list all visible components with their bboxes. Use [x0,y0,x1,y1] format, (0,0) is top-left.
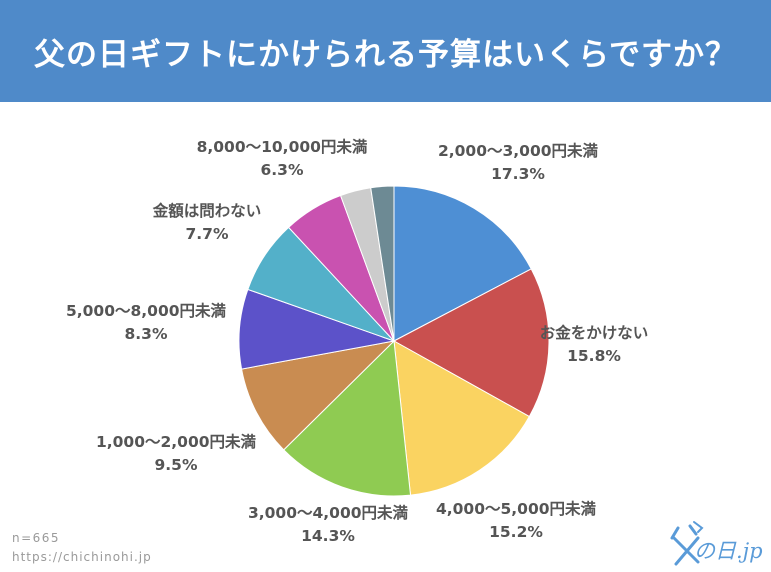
slice-percent-label: 14.3% [301,527,355,545]
slice-label: 5,000〜8,000円未満 [66,301,227,320]
slice-label: お金をかけない [540,323,649,342]
slice-percent-label: 17.3% [491,165,545,183]
slice-percent-label: 15.8% [567,347,621,365]
slice-percent-label: 15.2% [489,523,543,541]
site-logo: の日.jp [668,518,764,568]
slice-label: 8,000〜10,000円未満 [197,137,368,156]
site-url: https://chichinohi.jp [12,550,152,564]
pie-slice [393,185,532,342]
slice-label: 金額は問わない [152,201,262,220]
slice-label: 2,000〜3,000円未満 [438,141,599,160]
slice-label: 1,000〜2,000円未満 [96,432,257,451]
slice-label: 3,000〜4,000円未満 [248,503,409,522]
slice-label: 4,000〜5,000円未満 [436,499,597,518]
slice-percent-label: 6.3% [261,161,304,179]
pie-slice [393,340,531,496]
slice-percent-label: 9.5% [155,456,198,474]
header-bar: 父の日ギフトにかけられる予算はいくらですか？ [0,0,771,102]
pie-slice [240,340,396,451]
slice-percent-label: 8.3% [125,325,168,343]
logo-text: の日.jp [694,539,763,563]
pie-slice [370,185,395,342]
pie-slice [283,339,412,497]
sample-size: n=665 [12,531,61,545]
page-title: 父の日ギフトにかけられる予算はいくらですか？ [33,36,738,73]
pie-slice [392,268,550,418]
slice-percent-label: 7.7% [186,225,229,243]
father-kanji-logo-icon [670,521,704,566]
